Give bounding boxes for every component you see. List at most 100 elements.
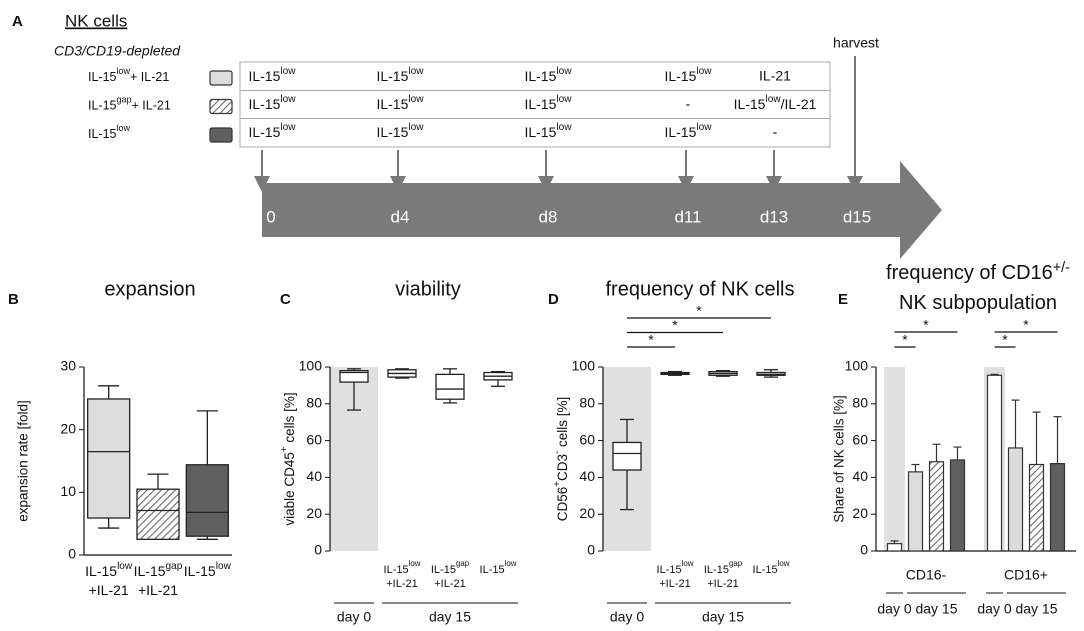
x-tick-label: CD16- [906, 567, 947, 583]
group-label: day 15 [702, 609, 744, 625]
text-part: cells [%] [555, 397, 570, 451]
text-part: CD3 [555, 454, 570, 481]
group-label: day 0 [877, 601, 911, 617]
text-part: IL-15 [88, 70, 117, 84]
schedule-table [239, 61, 831, 148]
schedule-cell: IL-15low [524, 94, 572, 112]
text-part: IL-15 [248, 96, 280, 112]
text-part: low [409, 559, 421, 568]
text-part: gap [117, 95, 132, 105]
day-label: d15 [843, 207, 871, 226]
day-label: d8 [539, 207, 558, 226]
x-tick-label: IL-15gap [134, 561, 183, 579]
text-part: + [279, 446, 290, 452]
text-part: CD56 [555, 487, 570, 522]
chart-title: frequency of NK cells [606, 278, 795, 300]
schedule-cell: IL-15low [248, 94, 296, 112]
text-part: IL-15 [431, 564, 456, 576]
text-part: /IL-21 [781, 96, 817, 112]
schedule-cell: IL-15low [376, 66, 424, 84]
schedule-cell: IL-15low [664, 66, 712, 84]
significance-label: * [902, 332, 908, 348]
timeline-bar [262, 161, 942, 259]
text-part: low [556, 66, 572, 77]
x-tick-label: +IL-21 [386, 578, 418, 590]
bar [949, 459, 966, 552]
group-label: day 0 [610, 609, 644, 625]
harvest-label: harvest [833, 35, 879, 51]
x-tick-label: +IL-21 [138, 582, 178, 598]
y-axis-label: CD56+CD3- cells [%] [552, 397, 570, 521]
chart-title: frequency of CD16+/- [886, 260, 1070, 284]
condition-swatch [209, 127, 233, 143]
schedule-cell: IL-15low [376, 94, 424, 112]
text-part: IL-15 [753, 564, 778, 576]
panel-letter: A [12, 13, 23, 30]
y-tick-label: 0 [587, 542, 595, 558]
text-part: low [117, 123, 131, 133]
text-part: low [280, 66, 296, 77]
schedule-cell: IL-15low [524, 66, 572, 84]
text-part: low [682, 559, 694, 568]
text-part: low [408, 122, 424, 133]
text-part: IL-15 [734, 96, 766, 112]
schedule-cell: IL-15low [248, 66, 296, 84]
y-tick-label: 100 [572, 358, 596, 374]
text-part: viable CD45 [282, 452, 297, 526]
x-tick-label: CD16+ [1004, 567, 1048, 583]
significance-label: * [648, 332, 654, 348]
box [136, 488, 180, 540]
y-tick-label: 20 [60, 420, 76, 436]
x-tick-label: IL-15low [184, 561, 232, 579]
y-axis-label: viable CD45+ cells [%] [279, 392, 297, 525]
text-part: IL-15 [657, 564, 682, 576]
y-tick-label: 80 [579, 395, 595, 411]
condition-label: IL-15gap+ IL-21 [88, 95, 171, 113]
panel-letter: B [8, 291, 19, 308]
chart-title: NK subpopulation [899, 292, 1057, 314]
text-part: IL-15 [664, 68, 696, 84]
significance-label: * [672, 317, 678, 333]
x-tick-label: IL-15low [753, 559, 790, 576]
x-tick-label: +IL-21 [707, 578, 739, 590]
text-part: low [556, 122, 572, 133]
text-part: IL-15 [384, 564, 409, 576]
y-tick-label: 30 [60, 358, 76, 374]
y-tick-label: 60 [579, 431, 595, 447]
group-label: day 0 [337, 609, 371, 625]
box [185, 464, 229, 537]
panel-letter: E [838, 291, 848, 308]
y-tick-label: 20 [579, 505, 595, 521]
text-part: low [765, 94, 781, 105]
text-part: low [778, 559, 790, 568]
box [435, 373, 465, 400]
text-part: low [216, 561, 232, 572]
significance-label: * [923, 317, 929, 333]
text-part: gap [729, 559, 743, 568]
schedule-cell: - [686, 96, 691, 112]
chart-title: viability [395, 278, 461, 300]
y-tick-label: 80 [306, 395, 322, 411]
text-part: +IL-21 [434, 578, 466, 590]
day-label: 0 [266, 207, 275, 226]
significance-label: * [696, 303, 702, 319]
schedule-cell: IL-21 [759, 68, 791, 84]
day-label: d13 [760, 207, 788, 226]
condition-label: IL-15low [88, 123, 131, 141]
text-part: + IL-21 [130, 70, 169, 84]
text-part: IL-15 [88, 127, 117, 141]
x-tick-label: IL-15gap [431, 559, 470, 576]
text-part: IL-15 [704, 564, 729, 576]
text-part: IL-15 [480, 564, 505, 576]
text-part: IL-15 [376, 124, 408, 140]
y-tick-label: 40 [852, 468, 868, 484]
text-part: IL-15 [248, 68, 280, 84]
day-label: d4 [391, 207, 410, 226]
day-label: d11 [674, 207, 701, 226]
text-part: IL-15 [524, 124, 556, 140]
text-part: low [505, 559, 517, 568]
bar [886, 543, 903, 552]
y-tick-label: 60 [852, 431, 868, 447]
x-tick-label: IL-15low [480, 559, 517, 576]
